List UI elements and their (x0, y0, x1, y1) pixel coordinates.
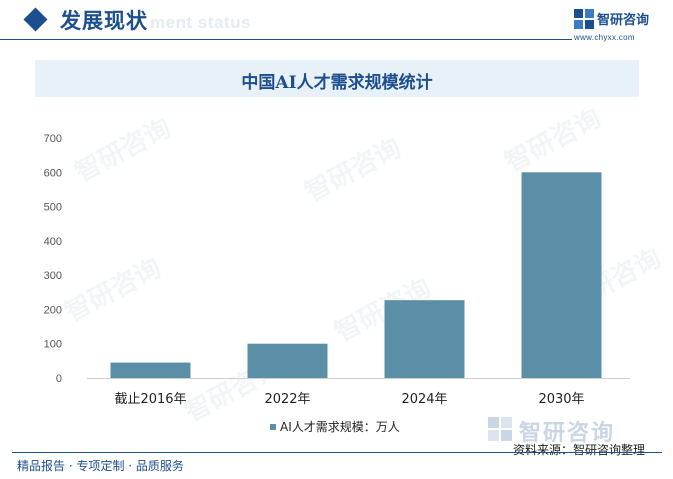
y-tick-label: 200 (44, 304, 62, 316)
x-tick-label: 2030年 (538, 392, 584, 407)
header-subtitle-en: ment status (150, 13, 251, 32)
bar (384, 300, 465, 378)
y-tick-label: 400 (44, 236, 62, 248)
x-tick-label: 2024年 (401, 392, 447, 407)
y-tick-label: 700 (44, 133, 62, 145)
header-divider (0, 39, 572, 40)
x-tick-label: 截止2016年 (114, 392, 186, 407)
footer-slogan: 精品报告 · 专项定制 · 品质服务 (17, 459, 184, 473)
bar-series (110, 172, 602, 378)
bar (521, 172, 602, 378)
y-tick-label: 600 (44, 167, 62, 179)
legend-swatch (270, 424, 276, 430)
y-tick-label: 100 (44, 339, 62, 351)
x-tick-label: 2022年 (264, 392, 310, 407)
legend-label: AI人才需求规模：万人 (280, 419, 400, 434)
legend: AI人才需求规模：万人 (270, 419, 400, 434)
brand-logo-name: 智研咨询 (597, 13, 650, 28)
y-tick-label: 500 (44, 202, 62, 214)
diamond-icon (23, 7, 48, 32)
brand-logo-icon (574, 9, 594, 29)
y-tick-label: 0 (56, 373, 62, 385)
bar (247, 343, 328, 378)
x-axis-labels: 截止2016年 2022年 2024年 2030年 (114, 392, 584, 407)
y-tick-label: 300 (44, 270, 62, 282)
data-source: 资料来源：智研咨询整理 (513, 443, 646, 457)
footer-logo-name: 智研咨询 (519, 421, 616, 446)
y-axis: 0 100 200 300 400 500 600 700 (44, 133, 62, 385)
footer-divider (12, 452, 662, 453)
header: ment status 发展现状 智研咨询 www.chyxx.com (0, 0, 673, 44)
chart-title: 中国AI人才需求规模统计 (241, 73, 433, 93)
footer-logo: 智研咨询 (487, 414, 667, 446)
header-title: 发展现状 (60, 8, 148, 33)
brand-logo-url: www.chyxx.com (574, 33, 635, 42)
chart-title-band: 中国AI人才需求规模统计 (35, 60, 639, 97)
footer-logo-icon (488, 417, 512, 441)
bar (110, 362, 191, 378)
brand-logo: 智研咨询 www.chyxx.com (573, 8, 668, 42)
bar-chart: 0 100 200 300 400 500 600 700 截止2016年 2022年 2024年… (44, 133, 630, 434)
